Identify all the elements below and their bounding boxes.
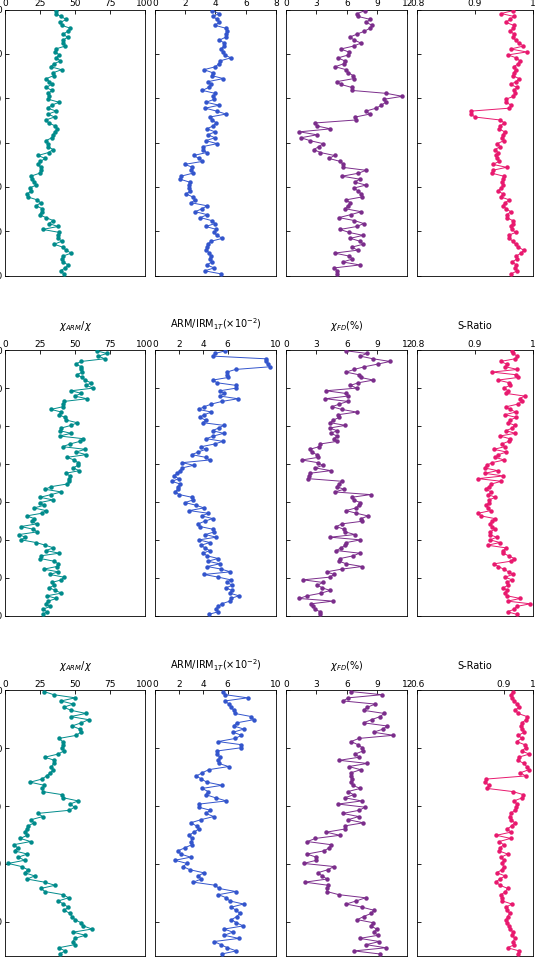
X-axis label: ARM/IRM$_{1T}$(×10$^{-2}$): ARM/IRM$_{1T}$(×10$^{-2}$) <box>169 317 261 332</box>
X-axis label: $\chi_{FD}$(%): $\chi_{FD}$(%) <box>330 319 364 332</box>
X-axis label: $\chi_{ARM}/\chi$: $\chi_{ARM}/\chi$ <box>59 319 91 332</box>
X-axis label: $\chi_{ARM}/\chi$: $\chi_{ARM}/\chi$ <box>59 659 91 673</box>
X-axis label: ARM/IRM$_{1T}$(×10$^{-2}$): ARM/IRM$_{1T}$(×10$^{-2}$) <box>169 657 261 672</box>
X-axis label: $\chi_{FD}$(%): $\chi_{FD}$(%) <box>330 659 364 673</box>
X-axis label: S-Ratio: S-Ratio <box>458 661 492 671</box>
X-axis label: S-Ratio: S-Ratio <box>458 321 492 330</box>
